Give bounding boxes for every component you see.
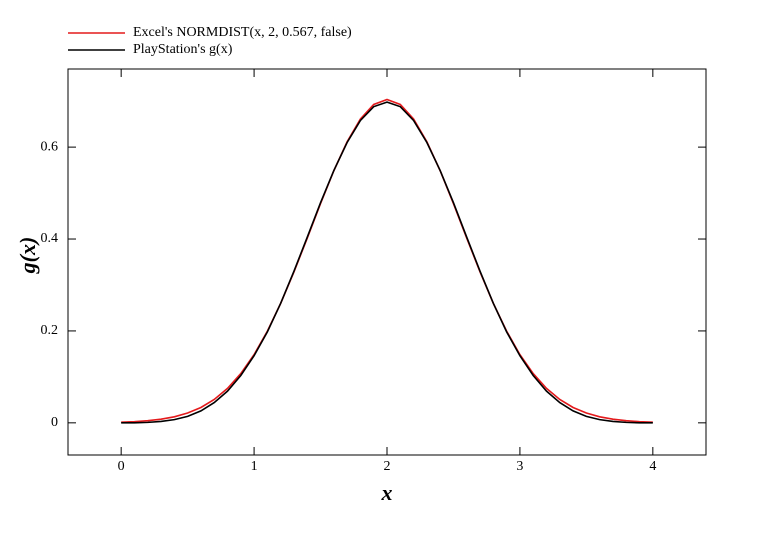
- x-axis-label: x: [381, 480, 393, 505]
- y-tick-label: 0.4: [41, 231, 59, 246]
- x-tick-label: 4: [649, 459, 656, 474]
- x-tick-label: 2: [384, 459, 391, 474]
- series-line: [121, 98, 653, 423]
- y-tick-label: 0: [51, 415, 58, 430]
- y-axis-label: g(x): [15, 237, 40, 275]
- plot-frame: [67, 68, 707, 456]
- y-tick-label: 0.6: [41, 139, 59, 154]
- y-tick-label: 0.2: [41, 323, 59, 338]
- x-tick-label: 0: [118, 459, 125, 474]
- x-tick-label: 3: [516, 459, 523, 474]
- x-tick-label: 1: [251, 459, 258, 474]
- legend-label: PlayStation's g(x): [133, 42, 233, 57]
- legend-label: Excel's NORMDIST(x, 2, 0.567, false): [133, 25, 352, 40]
- series-line: [121, 101, 653, 424]
